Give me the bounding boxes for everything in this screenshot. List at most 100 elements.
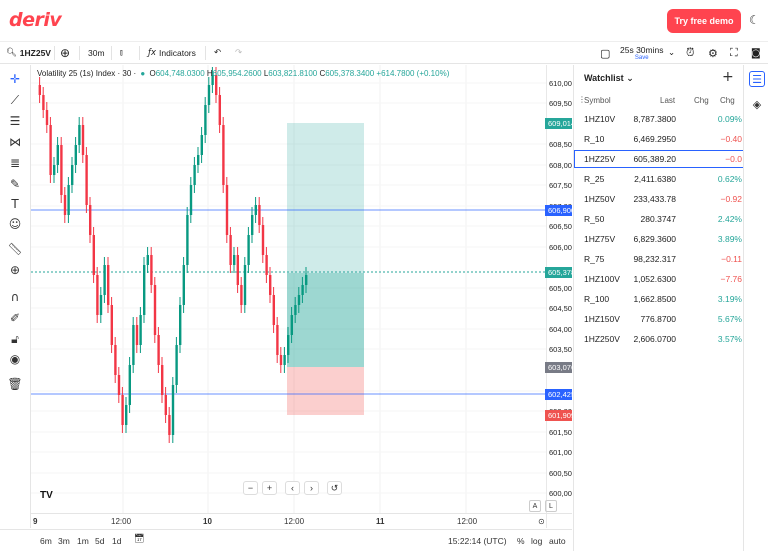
add-symbol-icon[interactable]: + xyxy=(722,69,734,85)
watchlist-row[interactable]: R_25 2,411.6380 0.62% xyxy=(574,170,744,188)
symbol-search[interactable]: 🔍︎ 1HZ25V xyxy=(6,42,51,64)
percent-toggle[interactable]: % xyxy=(517,536,525,546)
candle-body xyxy=(222,125,225,185)
watchlist-row[interactable]: 1HZ100V 1,052.6300 −7.76 xyxy=(574,270,744,288)
price-tick-label: 600,000.0000 xyxy=(549,489,572,498)
candle-body xyxy=(294,305,297,315)
indicators-button[interactable]: ƒx Indicators xyxy=(148,42,196,64)
zoom-in-icon[interactable]: ⊕ xyxy=(9,263,21,277)
log-toggle[interactable]: log xyxy=(531,536,543,546)
watchlist-row[interactable]: 1HZ50V 233,433.78 −0.92 xyxy=(574,190,744,208)
candle-body xyxy=(114,345,117,375)
horizontal-lines-icon[interactable]: ☰ xyxy=(9,114,21,128)
watchlist-row[interactable]: R_75 98,232.317 −0.11 xyxy=(574,250,744,268)
moon-icon[interactable]: ☾ xyxy=(749,13,760,27)
range-1d[interactable]: 1d xyxy=(112,536,122,546)
time-settings-icon[interactable]: ⊙ xyxy=(538,517,545,526)
reset-chart-button[interactable]: ↺ xyxy=(327,481,342,495)
scroll-left-button[interactable]: ‹ xyxy=(285,481,300,495)
price-tag[interactable]: 602,425.8761 xyxy=(545,389,572,400)
candlestick-plot[interactable] xyxy=(31,65,572,528)
candle-body xyxy=(85,155,88,205)
deriv-logo[interactable]: deriv xyxy=(9,9,62,31)
row-last: 280.3747 xyxy=(640,214,676,224)
calendar-icon[interactable]: 📅︎ xyxy=(134,534,145,544)
interval-button[interactable]: 30m xyxy=(88,48,105,58)
watchlist-row[interactable]: R_100 1,662.8500 3.19% xyxy=(574,290,744,308)
candle-body xyxy=(110,305,113,345)
undo-icon[interactable]: ↶ xyxy=(214,48,222,58)
emoji-icon[interactable]: ☺ xyxy=(8,217,22,231)
settings-icon[interactable]: ⚙ xyxy=(708,46,718,60)
watchlist-row[interactable]: 1HZ75V 6,829.3600 3.89% xyxy=(574,230,744,248)
range-6m[interactable]: 6m xyxy=(40,536,52,546)
brush-icon[interactable]: ✎ xyxy=(9,177,21,191)
range-selector[interactable]: 25s 30mins Save xyxy=(620,42,663,64)
price-tag[interactable]: 606,900.6756 xyxy=(545,205,572,216)
watchlist-row[interactable]: 1HZ10V 8,787.3800 0.09% xyxy=(574,110,744,128)
time-axis[interactable]: 9 12:00 10 12:00 11 12:00 ⊙ xyxy=(31,513,572,529)
tradingview-logo[interactable]: TV xyxy=(40,490,53,501)
price-tag[interactable]: 605,378.3400 xyxy=(545,267,572,278)
more-icon[interactable]: ⋮ xyxy=(578,95,586,104)
watchlist-row[interactable]: R_50 280.3747 2.42% xyxy=(574,210,744,228)
price-tag[interactable]: 603,076.9394 xyxy=(545,362,572,373)
candles-icon[interactable]: ⫾ xyxy=(120,48,123,58)
watchlist-row[interactable]: 1HZ150V 776.8700 5.67% xyxy=(574,310,744,328)
header-symbol[interactable]: Symbol xyxy=(584,96,611,105)
candle-body xyxy=(139,315,142,345)
range-1m[interactable]: 1m xyxy=(77,536,89,546)
watchlist-row[interactable]: 1HZ25V 605,389.20 −0.0 xyxy=(574,150,744,168)
candle-body xyxy=(121,395,124,425)
log-scale-button[interactable]: L xyxy=(545,500,557,512)
auto-scale-button[interactable]: A xyxy=(529,500,541,512)
watchlist-title[interactable]: Watchlist ⌄ xyxy=(584,73,634,84)
auto-toggle[interactable]: auto xyxy=(549,536,566,546)
range-3m[interactable]: 3m xyxy=(58,536,70,546)
watchlist-row[interactable]: 1HZ250V 2,606.0700 3.57% xyxy=(574,330,744,348)
header-last[interactable]: Last xyxy=(660,96,676,105)
price-chart[interactable]: Volatility 25 (1s) Index · 30 · ● O604,7… xyxy=(31,65,572,528)
fib-icon[interactable]: ≣ xyxy=(9,156,21,170)
utc-clock[interactable]: 15:22:14 (UTC) xyxy=(448,536,507,546)
camera-icon[interactable]: ◙ xyxy=(751,47,761,59)
candle-body xyxy=(233,255,236,265)
price-tag[interactable]: 609,014.6361 xyxy=(545,118,572,129)
pitchfork-icon[interactable]: ⋈ xyxy=(9,135,21,149)
zoom-out-button[interactable]: − xyxy=(243,481,258,495)
stop-loss-zone xyxy=(287,367,364,415)
price-tag[interactable]: 601,909.0256 xyxy=(545,410,572,421)
candle-body xyxy=(225,185,229,235)
layers-icon[interactable]: ◈ xyxy=(752,98,762,111)
fullscreen-icon[interactable]: ⛶ xyxy=(730,46,738,59)
chevron-down-icon[interactable]: ⌄ xyxy=(668,48,676,58)
zoom-in-button[interactable]: + xyxy=(262,481,277,495)
magnet-icon[interactable]: ∩ xyxy=(10,290,20,304)
trend-line-icon[interactable]: ⟋ xyxy=(10,93,20,107)
watchlist-icon[interactable]: ☰ xyxy=(749,71,765,87)
header-chg-pct[interactable]: Chg xyxy=(720,96,735,105)
crosshair-icon[interactable]: ✛ xyxy=(9,72,21,86)
alert-icon[interactable]: ⏰︎ xyxy=(686,46,695,59)
text-icon[interactable]: T xyxy=(11,197,19,211)
price-tick-label: 608,000.0000 xyxy=(549,161,572,170)
range-5d[interactable]: 5d xyxy=(95,536,105,546)
price-scale[interactable] xyxy=(546,65,572,528)
redo-icon[interactable]: ↷ xyxy=(235,48,243,58)
lock-icon[interactable]: 🔓︎ xyxy=(11,332,19,346)
legend-title: Volatility 25 (1s) Index · 30 · xyxy=(37,69,137,78)
price-tick-label: 609,500.0000 xyxy=(549,99,572,108)
scroll-right-button[interactable]: › xyxy=(304,481,319,495)
time-label: 12:00 xyxy=(111,517,132,526)
compare-icon[interactable]: ⊕ xyxy=(60,46,71,60)
watchlist-row[interactable]: R_10 6,469.2950 −0.40 xyxy=(574,130,744,148)
layout-icon[interactable]: ▢ xyxy=(600,46,611,60)
eye-icon[interactable]: ◉ xyxy=(9,352,21,366)
candle-body xyxy=(161,365,164,395)
chart-legend: Volatility 25 (1s) Index · 30 · ● O604,7… xyxy=(37,69,450,78)
try-free-demo-button[interactable]: Try free demo xyxy=(667,9,741,33)
header-chg[interactable]: Chg xyxy=(694,96,709,105)
ruler-icon[interactable]: 📏︎ xyxy=(7,242,23,256)
trash-icon[interactable]: 🗑︎ xyxy=(7,377,23,391)
lock-drawing-icon[interactable]: ✐ xyxy=(9,311,21,325)
